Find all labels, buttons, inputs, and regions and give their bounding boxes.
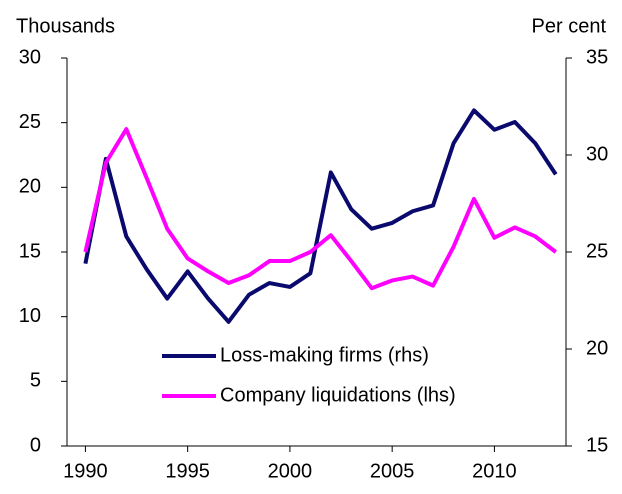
y2-tick-label: 30 bbox=[586, 143, 608, 165]
x-tick-label: 2000 bbox=[268, 460, 313, 482]
x-tick-label: 2010 bbox=[472, 460, 517, 482]
data-line bbox=[83, 127, 557, 291]
y2-tick-label: 20 bbox=[586, 337, 608, 359]
data-line bbox=[83, 108, 558, 324]
y-tick-label: 0 bbox=[30, 434, 41, 456]
y2-tick-label: 15 bbox=[586, 434, 608, 456]
x-tick-label: 1990 bbox=[63, 460, 108, 482]
legend-label: Loss-making firms (rhs) bbox=[220, 344, 429, 366]
y2-tick-label: 35 bbox=[586, 46, 608, 68]
y-tick-label: 15 bbox=[19, 240, 41, 262]
y-tick-label: 20 bbox=[19, 176, 41, 198]
legend-label: Company liquidations (lhs) bbox=[220, 384, 456, 406]
x-tick-label: 2005 bbox=[370, 460, 415, 482]
y2-tick-label: 25 bbox=[586, 240, 608, 262]
y-tick-label: 10 bbox=[19, 305, 41, 327]
y2-axis-label: Per cent bbox=[532, 15, 607, 37]
y-tick-label: 25 bbox=[19, 111, 41, 133]
y-tick-label: 30 bbox=[19, 46, 41, 68]
y-tick-label: 5 bbox=[30, 370, 41, 392]
y-axis-label: Thousands bbox=[16, 15, 115, 37]
x-tick-label: 1995 bbox=[165, 460, 210, 482]
